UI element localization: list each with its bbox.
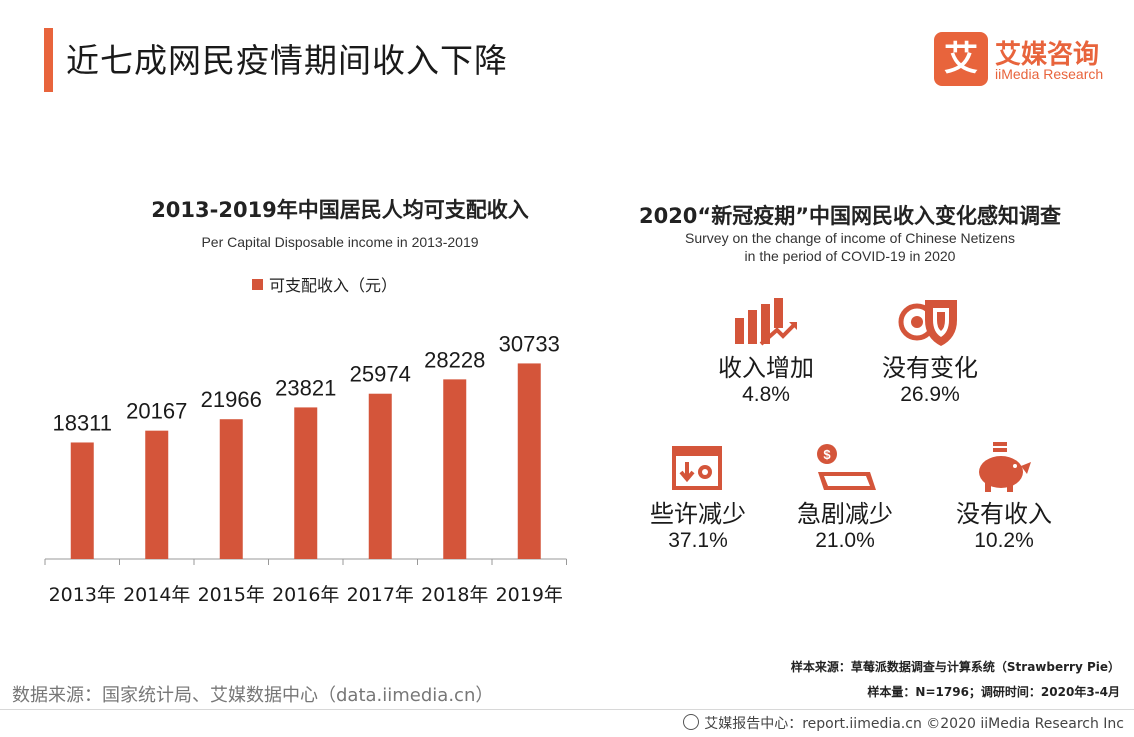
survey-value: 10.2% [974, 529, 1034, 552]
survey-label: 些许减少 [650, 500, 746, 528]
survey-value: 4.8% [742, 383, 790, 406]
bar [294, 407, 318, 559]
footer: 艾媒报告中心：report.iimedia.cn ©2020 iiMedia R… [683, 713, 1124, 733]
left-chart-title: 2013-2019年中国居民人均可支配收入 [151, 198, 529, 222]
footer-text: 艾媒报告中心：report.iimedia.cn ©2020 iiMedia R… [704, 716, 1124, 732]
bar [368, 393, 392, 559]
title-accent-bar [44, 28, 53, 92]
right-chart-subtitle-line2: in the period of COVID-19 in 2020 [744, 248, 956, 264]
survey-item-no-income: 没有收入 10.2% [924, 442, 1084, 553]
right-chart-subtitle-line1: Survey on the change of income of Chines… [685, 230, 1015, 246]
bar-value-label: 21966 [201, 387, 262, 412]
bar-value-label: 28228 [424, 347, 485, 372]
right-chart-title: 2020“新冠疫期”中国网民收入变化感知调查 [638, 204, 1062, 228]
chart-legend: 可支配收入（元） [252, 272, 397, 296]
survey-value: 21.0% [815, 529, 875, 552]
legend-label: 可支配收入（元） [269, 276, 398, 295]
logo-text-cn: 艾媒咨询 [995, 40, 1100, 70]
page-title: 近七成网民疫情期间收入下降 [66, 41, 508, 80]
bar-value-label: 30733 [499, 331, 560, 356]
bar [517, 363, 541, 559]
x-tick-label: 2019年 [496, 584, 563, 606]
bar-value-label: 25974 [350, 362, 411, 387]
globe-icon [683, 714, 700, 730]
x-tick-label: 2014年 [123, 584, 190, 606]
bar [443, 379, 467, 559]
survey-label: 没有收入 [956, 500, 1052, 528]
survey-label: 没有变化 [882, 354, 978, 382]
sample-source: 样本来源：草莓派数据调查与计算系统（Strawberry Pie） [790, 660, 1120, 674]
survey-item-no-change: 没有变化 26.9% [850, 296, 1010, 407]
piggy-bank-icon [979, 442, 1031, 492]
svg-text:$: $ [823, 447, 831, 462]
logo-mark: 艾 [934, 32, 988, 86]
x-tick-label: 2017年 [347, 584, 414, 606]
sample-size: 样本量：N=1796；调研时间：2020年3-4月 [867, 685, 1120, 699]
survey-value: 26.9% [900, 383, 960, 406]
bar-value-label: 23821 [275, 375, 336, 400]
left-chart-subtitle: Per Capital Disposable income in 2013-20… [201, 234, 479, 250]
shield-icon [898, 300, 957, 346]
x-tick-label: 2015年 [198, 584, 265, 606]
bar-growth-icon [735, 298, 797, 346]
survey-label: 收入增加 [718, 354, 814, 382]
bar-value-label: 20167 [126, 399, 187, 424]
x-tick-label: 2016年 [272, 584, 339, 606]
survey-item-slight-decrease: 些许减少 37.1% [618, 442, 778, 553]
survey-value: 37.1% [668, 529, 728, 552]
x-tick-label: 2013年 [49, 584, 116, 606]
bar [219, 419, 243, 559]
data-source: 数据来源：国家统计局、艾媒数据中心（data.iimedia.cn） [12, 685, 494, 706]
bar [145, 430, 169, 559]
survey-item-sharp-decrease: $ 急剧减少 21.0% [765, 442, 925, 553]
x-tick-label: 2018年 [421, 584, 488, 606]
bar-chart: 18311 2013年 20167 2014年 21966 2015年 23821 2016年… [44, 331, 567, 606]
survey-label: 急剧减少 [797, 500, 893, 528]
download-gear-icon [672, 446, 722, 490]
money-folder-icon: $ [817, 444, 876, 490]
footer-divider [0, 709, 1134, 710]
legend-swatch [252, 279, 263, 290]
bar-value-label: 18311 [52, 410, 112, 435]
logo-text-en: iiMedia Research [995, 66, 1104, 82]
bar [70, 442, 94, 559]
survey-item-income-increase: 收入增加 4.8% [686, 296, 846, 407]
